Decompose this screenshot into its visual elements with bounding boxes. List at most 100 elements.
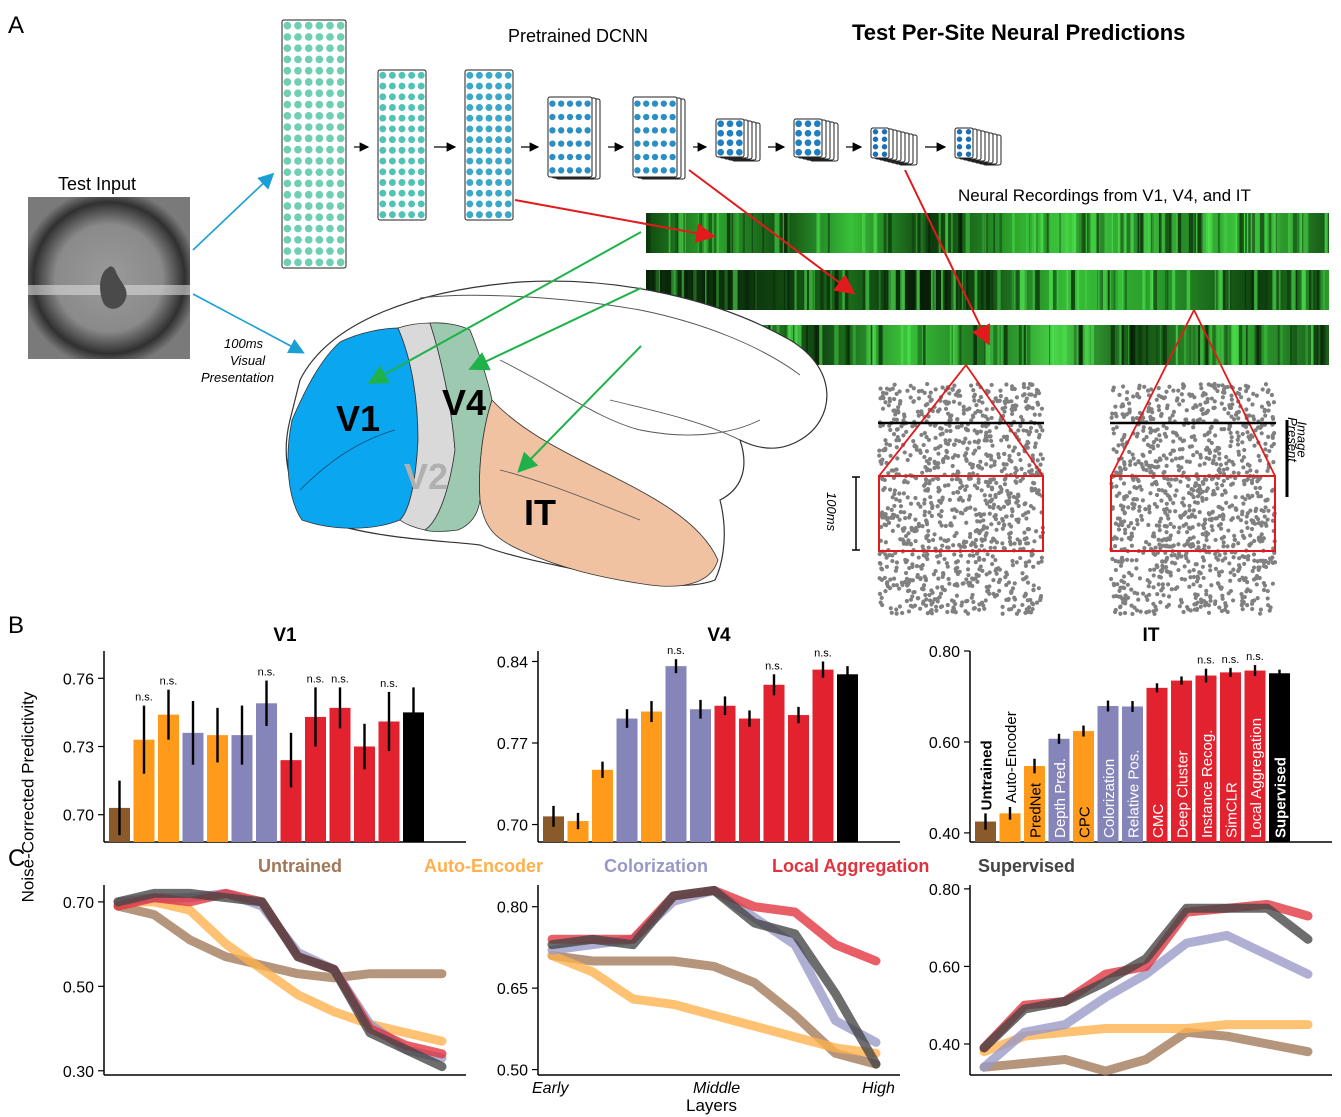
bar-category-label: CPC — [1077, 806, 1094, 838]
bar — [1122, 706, 1143, 842]
x-tick-label: Middle — [693, 1080, 740, 1097]
series-line-untrained — [979, 1027, 1313, 1076]
x-axis-label: Layers — [686, 1096, 738, 1115]
bar-category-label: Local Aggregation — [1248, 718, 1265, 838]
bar-category-label: PredNet — [1028, 782, 1045, 838]
ns-label: n.s. — [765, 660, 783, 672]
x-tick-label: High — [862, 1080, 895, 1097]
bar — [641, 711, 662, 842]
series-line-supervised — [113, 888, 447, 1072]
ns-label: n.s. — [667, 645, 685, 657]
ns-label: n.s. — [1222, 654, 1240, 666]
y-tick-label: 0.40 — [929, 1037, 960, 1054]
line-chart-it: 0.40 0.60 0.80 — [929, 882, 1332, 1076]
y-tick-label: 0.80 — [929, 882, 960, 899]
area-v1-label: V1 — [336, 398, 381, 439]
bar — [592, 769, 613, 842]
series-line-colorization — [979, 930, 1313, 1072]
ns-label: n.s. — [1197, 655, 1215, 667]
bar — [305, 716, 326, 842]
bar — [616, 718, 638, 842]
panel-a-letter: A — [8, 12, 25, 39]
bar-category-label: Relative Pos. — [1126, 750, 1143, 838]
y-tick-label: 0.70 — [63, 895, 94, 912]
bar — [256, 703, 277, 842]
ns-label: n.s. — [135, 692, 153, 704]
y-tick-label: 0.60 — [929, 959, 960, 976]
bar-category-label: Colorization — [1101, 759, 1118, 838]
bar — [280, 760, 302, 842]
presentation-label-2: Visual — [230, 353, 266, 368]
chart-title: V4 — [707, 625, 731, 646]
y-tick-label: 0.40 — [929, 826, 960, 843]
presentation-label-1: 100ms — [224, 336, 264, 351]
bar — [378, 721, 400, 842]
bar — [567, 821, 589, 842]
ns-label: n.s. — [380, 678, 398, 690]
y-tick-label: 0.76 — [63, 671, 94, 688]
panel-a-title: Test Per-Site Neural Predictions — [852, 20, 1186, 45]
y-tick-label: 0.50 — [497, 1063, 528, 1080]
chart-title: V1 — [273, 625, 297, 646]
series-line-auto-encoder — [979, 1020, 1313, 1057]
bar-chart-it: 0.40 0.60 0.80 IT Untrained Auto-Encoder PredN… — [929, 625, 1332, 843]
bar-category-label: Deep Cluster — [1175, 750, 1192, 838]
y-tick-label: 0.80 — [497, 900, 528, 917]
series-line-supervised — [547, 885, 881, 1069]
bar — [1195, 675, 1217, 842]
bar — [812, 669, 834, 842]
bar — [403, 712, 424, 842]
line-chart-v4: 0.50 0.65 0.80 — [497, 885, 900, 1080]
bar — [975, 821, 996, 842]
bar — [158, 714, 179, 842]
bar — [665, 666, 687, 842]
bar — [1220, 672, 1241, 842]
y-tick-label: 0.70 — [63, 808, 94, 825]
chart-title: IT — [1143, 625, 1160, 646]
dcnn-label: Pretrained DCNN — [508, 26, 649, 46]
line-chart-v1: 0.30 0.50 0.70 — [63, 885, 466, 1081]
bar — [1097, 706, 1119, 842]
y-axis-label: Noise-Corrected Predictivity — [18, 691, 38, 903]
bar — [714, 705, 736, 842]
area-v4-label: V4 — [442, 382, 487, 423]
bar — [690, 709, 711, 842]
bar-category-label: Auto-Encoder — [1003, 711, 1020, 803]
series-line-auto-encoder — [547, 951, 881, 1058]
y-tick-label: 0.65 — [497, 981, 528, 998]
area-it-label: IT — [524, 492, 556, 533]
bar — [543, 816, 564, 842]
presentation-label-3: Presentation — [201, 370, 274, 385]
y-tick-label: 0.50 — [63, 979, 94, 996]
ns-label: n.s. — [307, 673, 325, 685]
bar — [231, 735, 253, 842]
legend-item: Auto-Encoder — [424, 856, 543, 876]
ns-label: n.s. — [814, 647, 832, 659]
bar-category-label: SimCLR — [1224, 782, 1241, 838]
bar — [1073, 731, 1094, 842]
test-input-label: Test Input — [58, 174, 137, 194]
series-line-supervised — [979, 903, 1313, 1053]
legend-item: Colorization — [604, 856, 708, 876]
area-v2-label: V2 — [404, 456, 449, 497]
y-tick-label: 0.70 — [497, 818, 528, 835]
legend-item: Supervised — [978, 856, 1075, 876]
series-line-auto-encoder — [113, 897, 447, 1046]
bar — [1146, 687, 1168, 842]
y-tick-label: 0.84 — [497, 654, 528, 671]
bar — [329, 707, 351, 842]
bar — [837, 674, 858, 842]
y-tick-label: 0.60 — [929, 735, 960, 752]
ns-label: n.s. — [1246, 651, 1264, 663]
bar-chart-v1: 0.70 0.73 0.76 V1 n.s. n.s. n.s. n.s. n.s. n.s. — [63, 625, 466, 843]
recordings-label: Neural Recordings from V1, V4, and IT — [958, 186, 1251, 205]
bar-chart-v4: 0.70 0.77 0.84 V4 n.s. n.s. n.s. — [497, 625, 900, 843]
panel-c-letter: C — [8, 845, 26, 872]
bar — [207, 735, 228, 842]
bar — [1048, 738, 1070, 842]
legend-item: Untrained — [258, 856, 342, 876]
bar — [1024, 766, 1045, 842]
y-tick-label: 0.73 — [63, 740, 94, 757]
